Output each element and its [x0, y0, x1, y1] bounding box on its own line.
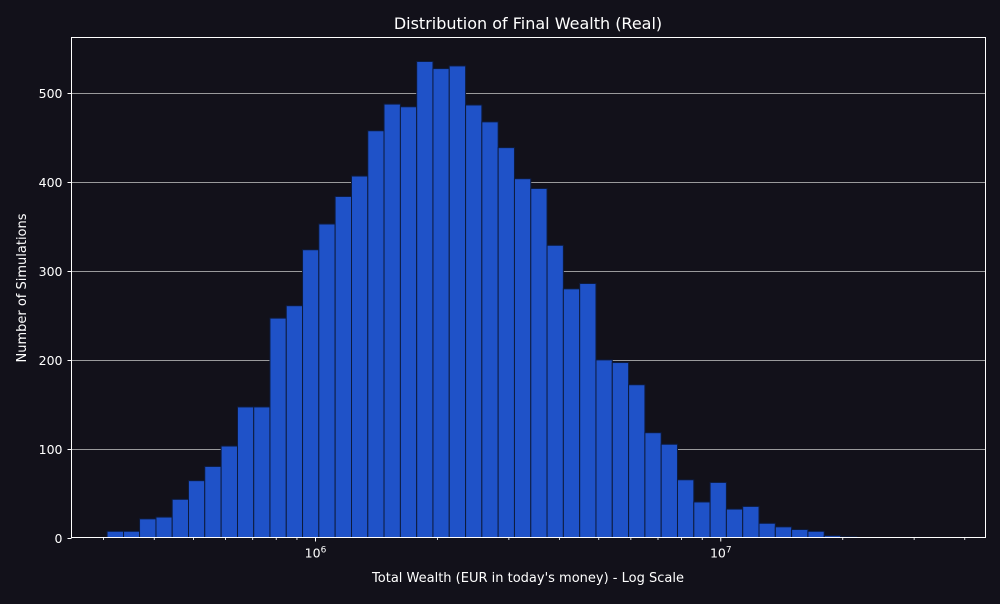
histogram-bar: [220, 445, 238, 538]
histogram-bar: [334, 195, 353, 538]
histogram-bar: [676, 479, 695, 538]
histogram-bar: [628, 384, 646, 538]
y-tick-label: 400: [39, 175, 63, 190]
y-axis-label: Number of Simulations: [15, 213, 30, 362]
x-tick-label: 107: [710, 546, 732, 561]
histogram-bar: [399, 106, 418, 538]
histogram-bar: [595, 359, 613, 538]
histogram-bar: [367, 130, 385, 538]
histogram-bar: [236, 406, 255, 538]
histogram-bar: [285, 305, 304, 538]
y-axis-ticks: 0 100 200 300 400 500: [39, 86, 72, 546]
histogram-bar: [432, 68, 450, 538]
histogram-bar: [562, 288, 581, 538]
histogram-bar: [383, 103, 401, 539]
y-tick-label: 500: [39, 86, 63, 101]
x-tick-label: 106: [305, 546, 327, 561]
histogram-bar: [546, 244, 564, 538]
histogram-bar: [204, 465, 222, 539]
histogram-bar: [497, 147, 515, 538]
y-tick-label: 200: [39, 353, 63, 368]
chart-title: Distribution of Final Wealth (Real): [394, 14, 662, 33]
histogram-bar: [269, 317, 287, 538]
histogram-bar: [155, 516, 173, 539]
y-tick-label: 100: [39, 442, 63, 457]
x-axis-ticks: 106 107: [103, 537, 966, 561]
x-axis-label: Total Wealth (EUR in today's money) - Lo…: [371, 571, 684, 586]
histogram-bar: [791, 529, 809, 538]
histogram-bar: [530, 187, 548, 539]
histogram-bar: [465, 104, 483, 539]
histogram-bar: [725, 508, 744, 538]
histogram-bar: [188, 480, 206, 538]
histogram-bar: [253, 406, 271, 538]
histogram-bar: [693, 501, 711, 538]
histogram-bar: [302, 249, 320, 538]
histogram-bar: [579, 283, 597, 538]
histogram-bar: [742, 505, 760, 538]
y-tick-label: 300: [39, 264, 63, 279]
histogram-bar: [106, 530, 125, 539]
histogram-bars: [106, 60, 858, 539]
plot-frame: [71, 37, 986, 538]
histogram-bar: [139, 518, 157, 539]
histogram-bar: [611, 362, 630, 538]
histogram-bar: [481, 121, 499, 538]
histogram-bar: [351, 175, 369, 538]
histogram-bar: [660, 443, 678, 538]
y-tick-label: 0: [55, 531, 63, 546]
histogram-bar: [318, 223, 336, 538]
histogram-bar: [644, 432, 662, 538]
histogram-bar: [448, 65, 467, 538]
histogram-bar: [758, 522, 776, 538]
histogram-bar: [774, 526, 793, 539]
histogram-bar: [709, 481, 727, 539]
histogram-bar: [513, 178, 532, 538]
histogram-bar: [171, 498, 190, 539]
histogram-bar: [416, 60, 434, 538]
histogram-bar: [807, 530, 825, 539]
histogram-bar: [123, 530, 141, 539]
